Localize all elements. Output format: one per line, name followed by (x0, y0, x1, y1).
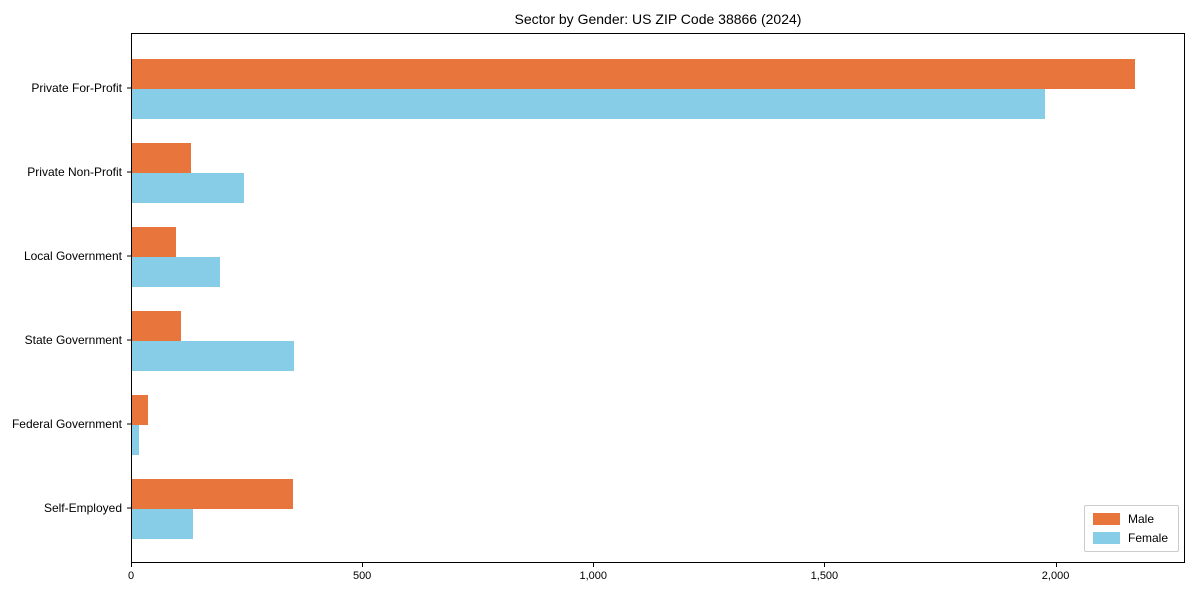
y-tick-label-5: Self-Employed (43, 501, 122, 515)
y-tick-mark-1 (127, 171, 131, 173)
y-tick-mark-0 (127, 87, 131, 89)
legend-label-male: Male (1127, 512, 1154, 526)
y-tick-mark-3 (127, 339, 131, 341)
bar-female-1 (132, 173, 244, 203)
legend-swatch-female-icon (1092, 532, 1120, 544)
bar-female-4 (132, 425, 139, 455)
bar-male-4 (132, 395, 148, 425)
x-tick-mark-1 (362, 563, 364, 567)
y-tick-label-3: State Government (24, 333, 122, 347)
x-tick-mark-3 (824, 563, 826, 567)
legend-swatch-male-icon (1092, 513, 1120, 525)
y-tick-label-1: Private Non-Profit (27, 165, 122, 179)
y-tick-label-4: Federal Government (11, 417, 122, 431)
legend-item-male: Male (1092, 512, 1168, 526)
x-tick-mark-4 (1055, 563, 1057, 567)
legend: Male Female (1083, 505, 1179, 552)
y-tick-label-2: Local Government (23, 249, 122, 263)
x-tick-label-1: 500 (352, 570, 372, 582)
bar-male-1 (132, 143, 191, 173)
y-tick-label-0: Private For-Profit (31, 81, 122, 95)
plot-area: Male Female (131, 33, 1185, 563)
legend-item-female: Female (1092, 531, 1168, 545)
bar-female-5 (132, 509, 193, 539)
x-tick-label-3: 1,500 (810, 570, 839, 582)
bar-female-2 (132, 257, 220, 287)
bar-male-3 (132, 311, 181, 341)
x-tick-mark-0 (131, 563, 132, 567)
bar-male-0 (132, 59, 1135, 89)
bar-male-2 (132, 227, 176, 257)
y-tick-mark-4 (127, 423, 131, 425)
x-tick-label-0: 0 (127, 570, 135, 582)
bar-male-5 (132, 479, 293, 509)
x-tick-label-4: 2,000 (1041, 570, 1070, 582)
bar-female-0 (132, 89, 1045, 119)
x-tick-mark-2 (593, 563, 595, 567)
chart-title: Sector by Gender: US ZIP Code 38866 (202… (514, 11, 802, 27)
bar-female-3 (132, 341, 294, 371)
x-tick-label-2: 1,000 (579, 570, 608, 582)
y-tick-mark-5 (127, 507, 131, 509)
y-tick-mark-2 (127, 255, 131, 257)
legend-label-female: Female (1127, 531, 1168, 545)
